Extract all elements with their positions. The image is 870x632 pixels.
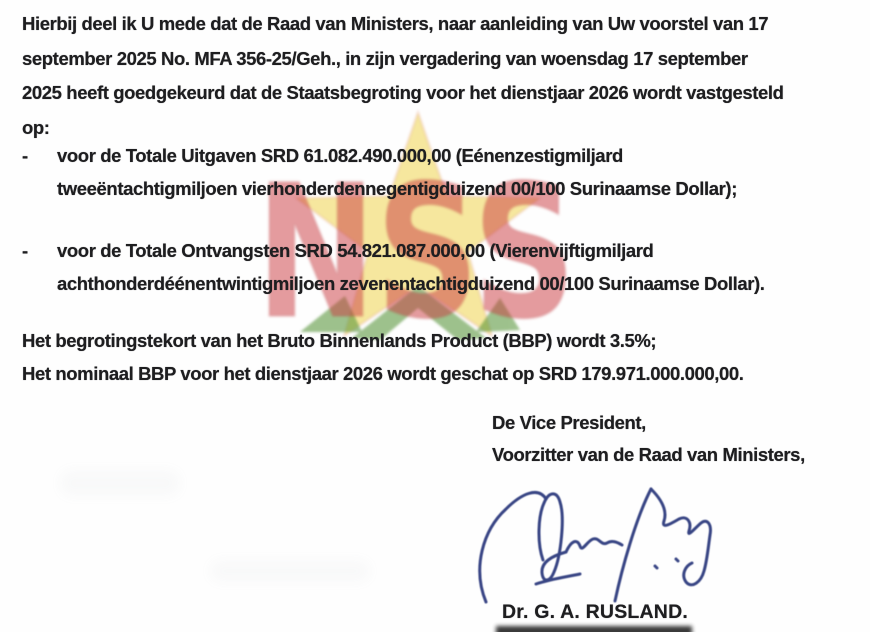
paragraph-line: Hierbij deel ik U mede dat de Raad van M… (22, 13, 769, 34)
bullet-total-uitgaven: - voor de Totale Uitgaven SRD 61.082.490… (22, 139, 737, 205)
signature-strokes (478, 487, 712, 604)
signature-ink (478, 487, 712, 604)
signer-name: Dr. G. A. RUSLAND. (502, 601, 688, 623)
bullet-line: tweeëntachtigmiljoen vierhonderdennegent… (57, 178, 737, 199)
bullet-dash-marker: - (22, 240, 28, 261)
closing-title-line: De Vice President, (492, 412, 646, 433)
paragraph-line: 2025 heeft goedgekeurd dat de Staatsbegr… (22, 82, 784, 103)
paragraph-line: Het begrotingstekort van het Bruto Binne… (22, 330, 657, 351)
bbp-paragraph: Het begrotingstekort van het Bruto Binne… (22, 325, 744, 390)
paragraph-line: september 2025 No. MFA 356-25/Geh., in z… (22, 47, 748, 69)
bullet-line: achthonderdéénentwintigmiljoen zevenenta… (57, 273, 765, 294)
bullet-line: voor de Totale Ontvangsten SRD 54.821.08… (57, 240, 654, 261)
bullet-text: voor de Totale Ontvangsten SRD 54.821.08… (57, 234, 765, 300)
paragraph-line: op: (22, 116, 50, 138)
bottom-edge-cutoff-bar (496, 626, 692, 632)
bullet-dash-marker: - (22, 145, 28, 166)
bullet-text: voor de Totale Uitgaven SRD 61.082.490.0… (57, 139, 737, 205)
scan-noise-smudge (210, 560, 370, 582)
bullet-total-ontvangsten: - voor de Totale Ontvangsten SRD 54.821.… (22, 234, 765, 300)
watermark-green-ribbon (300, 286, 520, 340)
scan-noise-smudge (60, 470, 180, 496)
closing-title-line: Voorzitter van de Raad van Ministers, (492, 444, 805, 465)
bullet-line: voor de Totale Uitgaven SRD 61.082.490.0… (57, 145, 623, 166)
paragraph-line: Het nominaal BBP voor het dienstjaar 202… (22, 362, 744, 384)
watermark-letters: NSS (256, 146, 576, 360)
opening-paragraph: Hierbij deel ik U mede dat de Raad van M… (22, 7, 784, 145)
closing-block: De Vice President, Voorzitter van de Raa… (492, 407, 805, 471)
